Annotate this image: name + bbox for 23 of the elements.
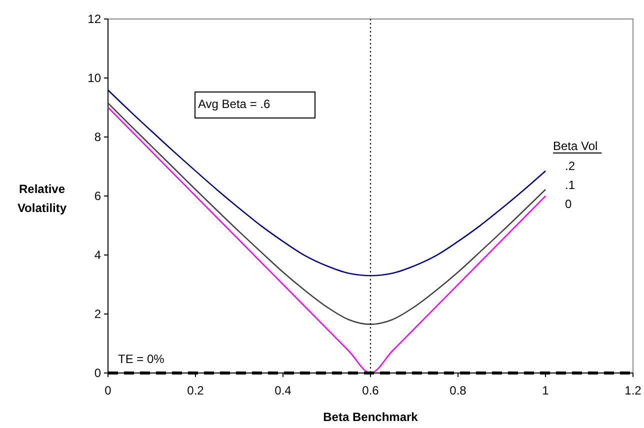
- y-axis-title: Relative Volatility: [17, 182, 67, 216]
- x-tick-label: 0.2: [187, 383, 204, 398]
- y-tick-label: 4: [94, 248, 102, 262]
- x-tick-label: 0: [104, 383, 112, 398]
- x-tick-label: 1.2: [624, 383, 642, 398]
- x-tick-label: 0.6: [362, 383, 380, 398]
- annotation: Avg Beta = .6: [198, 97, 270, 111]
- y-tick-label: 2: [94, 306, 102, 321]
- legend-title: Beta Vol: [553, 139, 598, 153]
- series-label: .2: [565, 159, 576, 173]
- y-tick-label: 12: [88, 12, 102, 26]
- series-label: .1: [565, 178, 576, 192]
- x-tick-label: 1: [542, 383, 550, 398]
- series-label: 0: [565, 197, 572, 211]
- y-tick-label: 6: [94, 188, 102, 203]
- y-tick-label: 10: [88, 70, 102, 85]
- y-tick-label: 8: [94, 130, 102, 144]
- x-axis-title: Beta Benchmark: [323, 410, 418, 424]
- x-tick-label: 0.4: [274, 383, 292, 398]
- line-series: [107, 89, 546, 276]
- x-tick-label: 0.8: [450, 383, 467, 398]
- annotation: TE = 0%: [118, 352, 165, 366]
- y-tick-label: 0: [94, 366, 102, 380]
